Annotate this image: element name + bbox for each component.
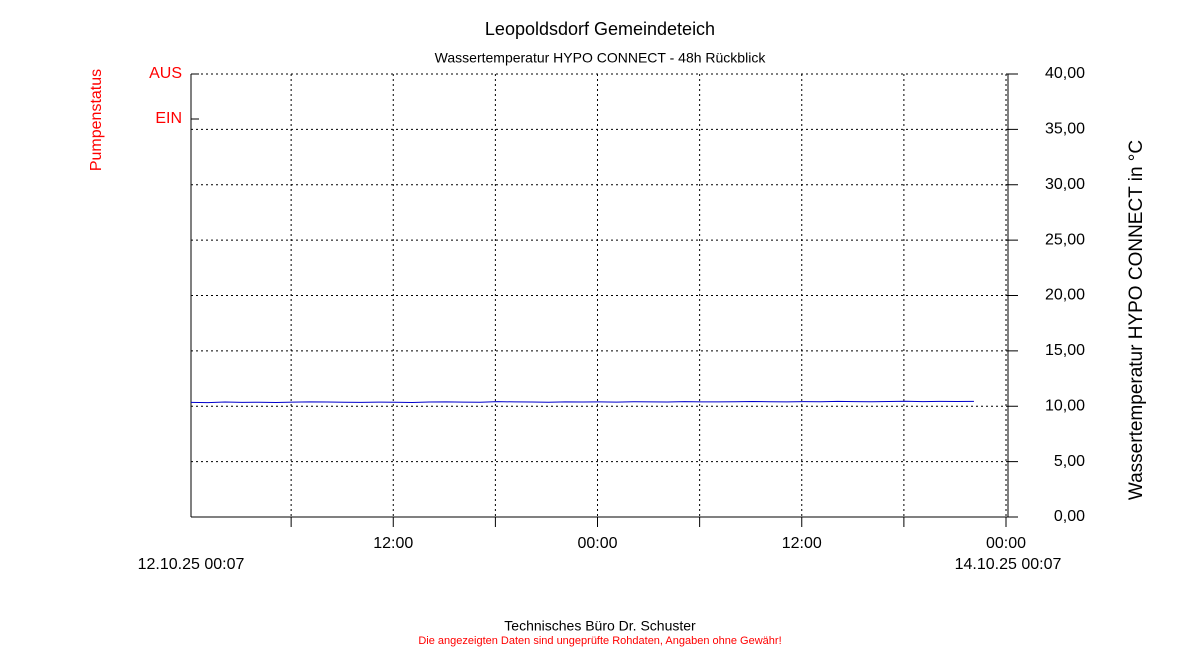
y-axis-label: Wassertemperatur HYPO CONNECT in °C [1126, 140, 1147, 500]
pump-axis-label: Pumpenstatus [88, 69, 105, 171]
x-limit-label: 12.10.25 00:07 [138, 556, 245, 573]
y-tick-label: 15,00 [1045, 342, 1085, 359]
data-line [190, 400, 974, 404]
chart-title: Leopoldsdorf Gemeindeteich [485, 19, 715, 39]
x-tick-label: 12:00 [782, 535, 822, 552]
pump-tick-label: EIN [155, 110, 182, 127]
y-tick-label: 25,00 [1045, 231, 1085, 248]
pump-tick-label: AUS [149, 65, 182, 82]
x-limit-label: 14.10.25 00:07 [955, 556, 1062, 573]
x-tick-label: 00:00 [577, 535, 617, 552]
chart-subtitle: Wassertemperatur HYPO CONNECT - 48h Rück… [435, 50, 767, 66]
x-tick-label: 00:00 [986, 535, 1026, 552]
footer: Technisches Büro Dr. Schuster [504, 618, 696, 634]
y-tick-label: 0,00 [1054, 508, 1085, 525]
y-tick-label: 5,00 [1054, 453, 1085, 470]
y-tick-label: 10,00 [1045, 397, 1085, 414]
y-tick-label: 30,00 [1045, 176, 1085, 193]
y-tick-label: 35,00 [1045, 121, 1085, 138]
disclaimer: Die angezeigten Daten sind ungeprüfte Ro… [418, 635, 781, 647]
x-tick-label: 12:00 [373, 535, 413, 552]
y-tick-label: 20,00 [1045, 287, 1085, 304]
y-tick-label: 40,00 [1045, 65, 1085, 82]
